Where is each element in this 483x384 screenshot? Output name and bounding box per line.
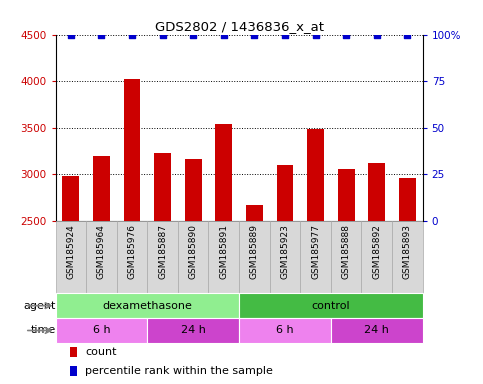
- Text: GSM185889: GSM185889: [250, 224, 259, 280]
- Point: [373, 31, 381, 38]
- Bar: [86, 221, 117, 293]
- Bar: [70, 366, 77, 376]
- Text: GSM185890: GSM185890: [189, 224, 198, 280]
- Bar: [369, 163, 385, 384]
- Bar: [270, 221, 300, 293]
- Text: count: count: [85, 347, 116, 357]
- Text: time: time: [30, 326, 56, 336]
- Point: [251, 31, 258, 38]
- Text: dexamethasone: dexamethasone: [102, 301, 192, 311]
- Text: GSM185891: GSM185891: [219, 224, 228, 280]
- Point: [67, 31, 75, 38]
- Point: [403, 31, 411, 38]
- Point: [159, 31, 167, 38]
- Bar: [361, 221, 392, 293]
- Point: [312, 31, 319, 38]
- Bar: [277, 165, 293, 384]
- Point: [98, 31, 105, 38]
- Bar: [56, 293, 239, 318]
- Text: 24 h: 24 h: [181, 326, 206, 336]
- Bar: [300, 221, 331, 293]
- Bar: [56, 221, 86, 293]
- Bar: [338, 169, 355, 384]
- Bar: [178, 221, 209, 293]
- Text: 6 h: 6 h: [93, 326, 110, 336]
- Bar: [331, 221, 361, 293]
- Text: GSM185977: GSM185977: [311, 224, 320, 280]
- Bar: [56, 318, 147, 343]
- Bar: [209, 221, 239, 293]
- Bar: [399, 178, 416, 384]
- Bar: [239, 318, 331, 343]
- Bar: [185, 159, 201, 384]
- Bar: [154, 153, 171, 384]
- Text: agent: agent: [23, 301, 56, 311]
- Point: [342, 31, 350, 38]
- Text: GSM185888: GSM185888: [341, 224, 351, 280]
- Point: [220, 31, 227, 38]
- Bar: [215, 124, 232, 384]
- Text: GSM185892: GSM185892: [372, 224, 381, 279]
- Text: GSM185976: GSM185976: [128, 224, 137, 280]
- Bar: [70, 347, 77, 357]
- Text: control: control: [312, 301, 350, 311]
- Bar: [147, 318, 239, 343]
- Bar: [62, 176, 79, 384]
- Point: [128, 31, 136, 38]
- Bar: [124, 79, 141, 384]
- Bar: [246, 205, 263, 384]
- Text: GSM185964: GSM185964: [97, 224, 106, 279]
- Bar: [392, 221, 423, 293]
- Bar: [307, 129, 324, 384]
- Text: 6 h: 6 h: [276, 326, 294, 336]
- Bar: [331, 318, 423, 343]
- Text: GSM185893: GSM185893: [403, 224, 412, 280]
- Text: GSM185923: GSM185923: [281, 224, 289, 279]
- Point: [189, 31, 197, 38]
- Text: GSM185887: GSM185887: [158, 224, 167, 280]
- Bar: [117, 221, 147, 293]
- Text: GSM185924: GSM185924: [66, 224, 75, 279]
- Bar: [239, 221, 270, 293]
- Point: [281, 31, 289, 38]
- Title: GDS2802 / 1436836_x_at: GDS2802 / 1436836_x_at: [155, 20, 324, 33]
- Text: 24 h: 24 h: [364, 326, 389, 336]
- Bar: [239, 293, 423, 318]
- Text: percentile rank within the sample: percentile rank within the sample: [85, 366, 273, 376]
- Bar: [147, 221, 178, 293]
- Bar: [93, 156, 110, 384]
